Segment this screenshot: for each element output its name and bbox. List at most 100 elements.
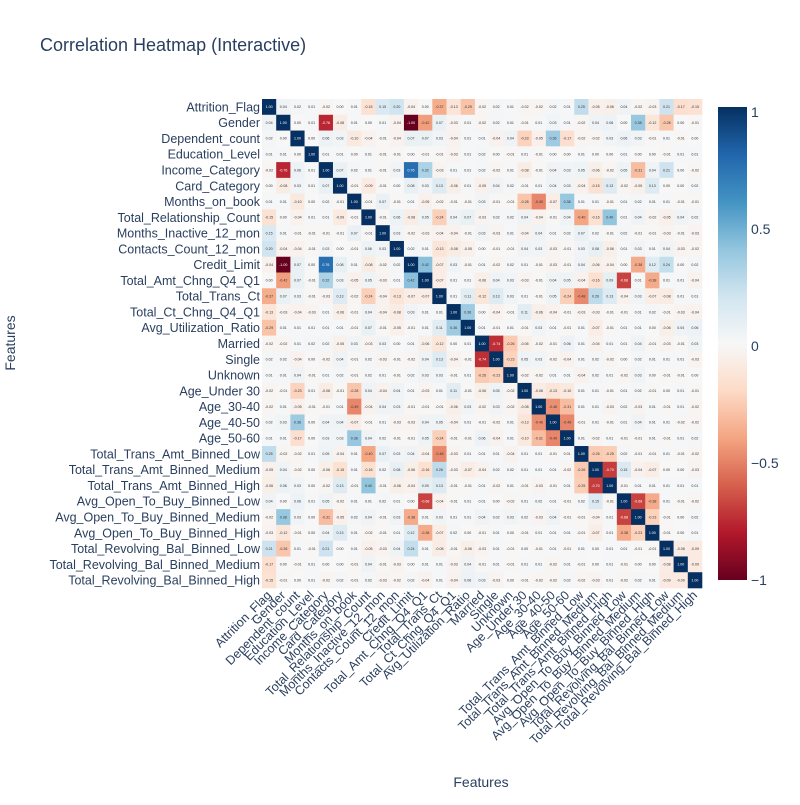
- heatmap-cell[interactable]: [659, 162, 674, 179]
- heatmap-cell[interactable]: [446, 288, 462, 305]
- heatmap-cell[interactable]: [645, 367, 660, 384]
- heatmap-cell[interactable]: [474, 240, 490, 258]
- heatmap-cell[interactable]: [276, 256, 291, 273]
- heatmap-cell[interactable]: [545, 114, 561, 131]
- heatmap-cell[interactable]: [602, 572, 618, 589]
- heatmap-cell[interactable]: [531, 272, 547, 289]
- heatmap-cell[interactable]: [403, 304, 419, 321]
- heatmap-cell[interactable]: [332, 461, 348, 478]
- heatmap-cell[interactable]: [545, 477, 561, 494]
- heatmap-cell[interactable]: [474, 288, 490, 305]
- heatmap-cell[interactable]: [418, 382, 433, 400]
- heatmap-cell[interactable]: [432, 446, 447, 463]
- heatmap-cell[interactable]: [531, 414, 547, 431]
- heatmap-cell[interactable]: [318, 304, 334, 321]
- heatmap-cell[interactable]: [602, 477, 618, 494]
- heatmap-cell[interactable]: [389, 430, 405, 447]
- heatmap-cell[interactable]: [332, 540, 348, 557]
- heatmap-cell[interactable]: [318, 162, 334, 179]
- heatmap-cell[interactable]: [602, 193, 618, 210]
- heatmap-cell[interactable]: [474, 524, 490, 541]
- heatmap-cell[interactable]: [446, 304, 462, 321]
- heatmap-cell[interactable]: [304, 256, 320, 273]
- heatmap-cell[interactable]: [531, 99, 547, 116]
- heatmap-cell[interactable]: [631, 272, 646, 289]
- heatmap-cell[interactable]: [545, 430, 561, 447]
- heatmap-cell[interactable]: [687, 367, 703, 384]
- heatmap-cell[interactable]: [588, 461, 603, 478]
- heatmap-cell[interactable]: [645, 446, 660, 463]
- heatmap-cell[interactable]: [687, 540, 703, 557]
- heatmap-cell[interactable]: [531, 461, 547, 478]
- heatmap-cell[interactable]: [645, 509, 660, 526]
- heatmap-cell[interactable]: [517, 351, 532, 368]
- heatmap-cell[interactable]: [460, 146, 476, 163]
- heatmap-cell[interactable]: [687, 130, 703, 147]
- heatmap-cell[interactable]: [418, 556, 433, 573]
- heatmap-cell[interactable]: [517, 256, 532, 273]
- heatmap-cell[interactable]: [659, 524, 674, 541]
- heatmap-cell[interactable]: [403, 367, 419, 384]
- heatmap-cell[interactable]: [503, 572, 518, 589]
- heatmap-cell[interactable]: [389, 446, 405, 463]
- heatmap-cell[interactable]: [673, 114, 689, 131]
- heatmap-cell[interactable]: [403, 193, 419, 210]
- heatmap-cell[interactable]: [687, 414, 703, 431]
- heatmap-cell[interactable]: [474, 540, 490, 557]
- heatmap-cell[interactable]: [645, 524, 660, 541]
- heatmap-cell[interactable]: [503, 146, 518, 163]
- heatmap-cell[interactable]: [631, 493, 646, 510]
- heatmap-cell[interactable]: [347, 256, 362, 273]
- heatmap-cell[interactable]: [560, 414, 575, 431]
- heatmap-cell[interactable]: [276, 146, 291, 163]
- heatmap-cell[interactable]: [503, 414, 518, 431]
- heatmap-cell[interactable]: [304, 351, 320, 368]
- heatmap-cell[interactable]: [262, 209, 277, 226]
- heatmap-cell[interactable]: [560, 461, 575, 478]
- heatmap-cell[interactable]: [474, 272, 490, 289]
- heatmap-cell[interactable]: [574, 162, 589, 179]
- heatmap-cell[interactable]: [446, 351, 462, 368]
- heatmap-cell[interactable]: [347, 304, 362, 321]
- heatmap-cell[interactable]: [318, 572, 334, 589]
- heatmap-cell[interactable]: [489, 461, 504, 478]
- heatmap-cell[interactable]: [446, 414, 462, 431]
- heatmap-cell[interactable]: [631, 382, 646, 400]
- heatmap-cell[interactable]: [517, 99, 532, 116]
- heatmap-cell[interactable]: [418, 351, 433, 368]
- heatmap-cell[interactable]: [474, 177, 490, 194]
- heatmap-cell[interactable]: [574, 509, 589, 526]
- heatmap-cell[interactable]: [389, 162, 405, 179]
- heatmap-cell[interactable]: [489, 351, 504, 368]
- heatmap-cell[interactable]: [560, 556, 575, 573]
- heatmap-cell[interactable]: [460, 446, 476, 463]
- heatmap-cell[interactable]: [290, 524, 305, 541]
- heatmap-cell[interactable]: [602, 540, 618, 557]
- heatmap-cell[interactable]: [531, 524, 547, 541]
- heatmap-cell[interactable]: [517, 209, 532, 226]
- heatmap-cell[interactable]: [332, 288, 348, 305]
- heatmap-cell[interactable]: [332, 446, 348, 463]
- heatmap-cell[interactable]: [347, 114, 362, 131]
- heatmap-cell[interactable]: [574, 398, 589, 415]
- heatmap-cell[interactable]: [332, 430, 348, 447]
- heatmap-cell[interactable]: [616, 477, 632, 494]
- heatmap-cell[interactable]: [631, 446, 646, 463]
- heatmap-cell[interactable]: [503, 319, 518, 336]
- heatmap-cell[interactable]: [616, 225, 632, 242]
- heatmap-cell[interactable]: [347, 177, 362, 194]
- heatmap-cell[interactable]: [687, 477, 703, 494]
- heatmap-cell[interactable]: [418, 288, 433, 305]
- heatmap-cell[interactable]: [474, 398, 490, 415]
- heatmap-cell[interactable]: [659, 398, 674, 415]
- heatmap-cell[interactable]: [645, 193, 660, 210]
- heatmap-cell[interactable]: [262, 572, 277, 589]
- heatmap-cell[interactable]: [403, 256, 419, 273]
- heatmap-cell[interactable]: [545, 446, 561, 463]
- heatmap-cell[interactable]: [418, 193, 433, 210]
- heatmap-cell[interactable]: [673, 509, 689, 526]
- heatmap-cell[interactable]: [418, 256, 433, 273]
- heatmap-cell[interactable]: [332, 382, 348, 400]
- heatmap-cell[interactable]: [560, 304, 575, 321]
- heatmap-cell[interactable]: [276, 477, 291, 494]
